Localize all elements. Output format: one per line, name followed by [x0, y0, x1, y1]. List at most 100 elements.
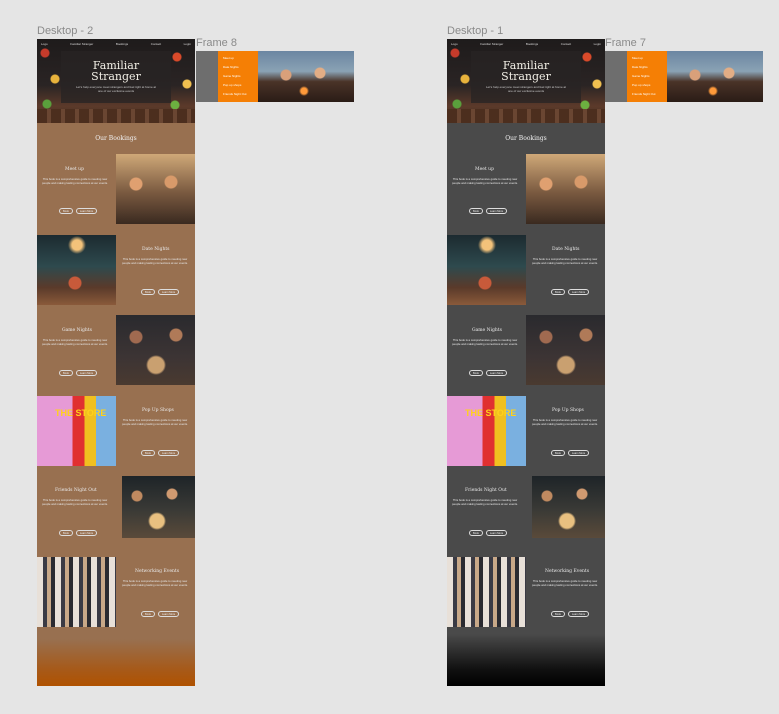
frame-7[interactable]: Meet up Date Nights Game Nights Pop up s… [605, 51, 763, 102]
photo-networking-events [447, 557, 526, 627]
frame-label-frame-7[interactable]: Frame 7 [605, 37, 646, 49]
booking-title: Friends Night Out [465, 488, 507, 493]
nav-item[interactable]: Contact [150, 42, 162, 46]
store-sign: THE STORE [465, 408, 517, 418]
booking-title: Networking Events [135, 569, 180, 574]
booking-text: This book is a comprehensive guide to me… [122, 418, 188, 426]
nav-item[interactable]: Contact [560, 42, 572, 46]
nav-item[interactable]: Logo [451, 42, 458, 46]
booking-title: Pop Up Shops [142, 408, 174, 413]
book-button[interactable]: Book [59, 530, 73, 536]
learn-more-button[interactable]: Learn More [75, 208, 98, 214]
menu-item[interactable]: Pop up shops [223, 83, 242, 87]
hero-panel: Familiar Stranger Let's help everyone me… [471, 51, 581, 103]
booking-text: This book is a comprehensive guide to me… [452, 338, 518, 346]
photo-date-nights [447, 235, 526, 305]
dropdown-menu: Meet up Date Nights Game Nights Pop up s… [627, 51, 667, 102]
menu-item[interactable]: Networking Events [632, 101, 667, 102]
book-button[interactable]: Book [469, 208, 483, 214]
frame-label-desktop-1[interactable]: Desktop - 1 [447, 25, 504, 37]
menu-item[interactable]: Game Nights [632, 74, 650, 78]
booking-buttons: Book Learn More [59, 530, 98, 536]
booking-text: This book is a comprehensive guide to me… [122, 257, 188, 265]
photo-date-nights [37, 235, 116, 305]
nav-item[interactable]: Bookings [115, 42, 129, 46]
menu-item[interactable]: Date Nights [632, 65, 648, 69]
nav-item[interactable]: Logo [41, 42, 48, 46]
menu-item[interactable]: Game Nights [223, 74, 241, 78]
frame-label-desktop-2[interactable]: Desktop - 2 [37, 25, 94, 37]
booking-buttons: Book Learn More [141, 450, 180, 456]
booking-text: This book is a comprehensive guide to me… [532, 579, 598, 587]
nav-item[interactable]: Login [183, 42, 191, 46]
learn-more-button[interactable]: Learn More [567, 289, 590, 295]
learn-more-button[interactable]: Learn More [75, 530, 98, 536]
menu-item[interactable]: Date Nights [223, 65, 239, 69]
dropdown-menu: Meet up Date Nights Game Nights Pop up s… [218, 51, 258, 102]
book-button[interactable]: Book [141, 450, 155, 456]
booking-title: Date Nights [142, 247, 170, 252]
frame-label-frame-8[interactable]: Frame 8 [196, 37, 237, 49]
hero-floor-image [447, 109, 605, 123]
booking-text: This book is a comprehensive guide to me… [532, 418, 598, 426]
booking-title: Pop Up Shops [552, 408, 584, 413]
booking-title: Networking Events [545, 569, 590, 574]
learn-more-button[interactable]: Learn More [157, 450, 180, 456]
hero-banner: Logo Familiar Stranger Bookings Contact … [37, 39, 195, 123]
hero-banner: Logo Familiar Stranger Bookings Contact … [447, 39, 605, 123]
desktop-1-frame[interactable]: Logo Familiar Stranger Bookings Contact … [447, 39, 605, 686]
menu-item[interactable]: Meet up [632, 56, 643, 60]
hero-nav: Logo Familiar Stranger Bookings Contact … [41, 42, 191, 48]
nav-item[interactable]: Familiar Stranger [70, 42, 94, 46]
menu-item[interactable]: Pop up shops [632, 83, 651, 87]
book-button[interactable]: Book [469, 530, 483, 536]
booking-title: Friends Night Out [55, 488, 97, 493]
booking-buttons: Book Learn More [469, 370, 508, 376]
learn-more-button[interactable]: Learn More [485, 208, 508, 214]
learn-more-button[interactable]: Learn More [485, 370, 508, 376]
desktop-2-frame[interactable]: Logo Familiar Stranger Bookings Contact … [37, 39, 195, 686]
book-button[interactable]: Book [551, 611, 565, 617]
menu-item[interactable]: Networking Events [223, 101, 258, 102]
learn-more-button[interactable]: Learn More [567, 450, 590, 456]
book-button[interactable]: Book [551, 450, 565, 456]
photo-meetup [526, 154, 605, 224]
hero-nav: Logo Familiar Stranger Bookings Contact … [451, 42, 601, 48]
menu-item[interactable]: Meet up [223, 56, 234, 60]
booking-text: This book is a comprehensive guide to me… [122, 579, 188, 587]
learn-more-button[interactable]: Learn More [485, 530, 508, 536]
hero-panel: Familiar Stranger Let's help everyone me… [61, 51, 171, 103]
learn-more-button[interactable]: Learn More [567, 611, 590, 617]
book-button[interactable]: Book [469, 370, 483, 376]
booking-text: This book is a comprehensive guide to me… [42, 338, 108, 346]
learn-more-button[interactable]: Learn More [157, 289, 180, 295]
book-button[interactable]: Book [141, 289, 155, 295]
booking-buttons: Book Learn More [469, 208, 508, 214]
store-sign: THE STORE [55, 408, 107, 418]
learn-more-button[interactable]: Learn More [75, 370, 98, 376]
book-button[interactable]: Book [551, 289, 565, 295]
booking-text: This book is a comprehensive guide to me… [452, 177, 518, 185]
booking-buttons: Book Learn More [141, 289, 180, 295]
book-button[interactable]: Book [59, 208, 73, 214]
frame-8[interactable]: Meet up Date Nights Game Nights Pop up s… [196, 51, 354, 102]
booking-text: This book is a comprehensive guide to me… [532, 257, 598, 265]
nav-item[interactable]: Bookings [525, 42, 539, 46]
booking-title: Game Nights [62, 328, 92, 333]
section-title: Our Bookings [95, 135, 137, 142]
photo-pop-up-shops: THE STORE [447, 396, 526, 466]
couple-dinner-photo [258, 51, 354, 102]
nav-item[interactable]: Login [593, 42, 601, 46]
book-button[interactable]: Book [141, 611, 155, 617]
couple-dinner-photo [667, 51, 763, 102]
booking-buttons: Book Learn More [59, 370, 98, 376]
booking-buttons: Book Learn More [469, 530, 508, 536]
photo-friends-night-out [122, 476, 195, 538]
nav-item[interactable]: Familiar Stranger [480, 42, 504, 46]
booking-title: Meet up [475, 167, 494, 172]
menu-item[interactable]: Friends Night Out [632, 92, 656, 96]
learn-more-button[interactable]: Learn More [157, 611, 180, 617]
book-button[interactable]: Book [59, 370, 73, 376]
menu-item[interactable]: Friends Night Out [223, 92, 247, 96]
photo-networking-events [37, 557, 116, 627]
